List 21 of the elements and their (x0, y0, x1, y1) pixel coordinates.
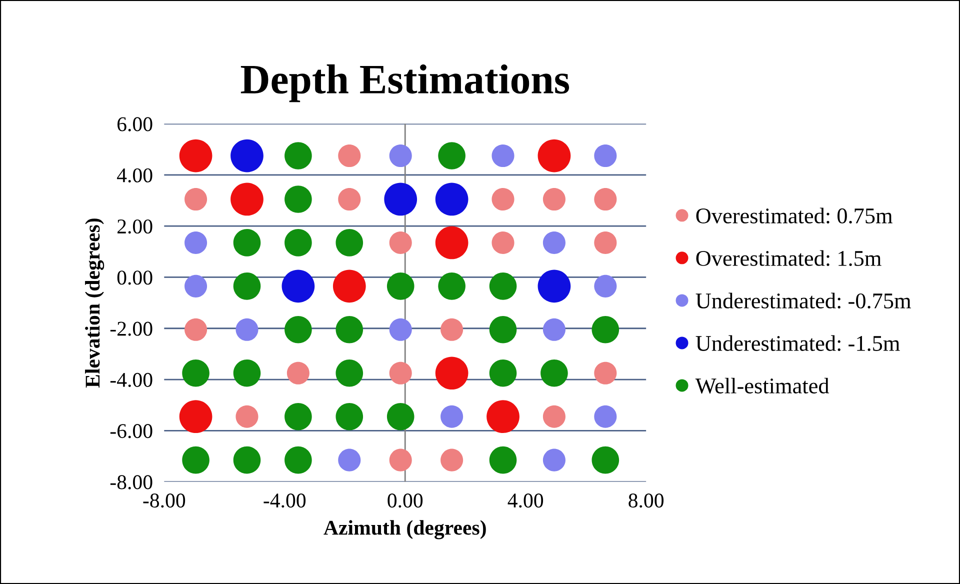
legend-label: Well-estimated (695, 378, 830, 394)
y-tick-label: -6.00 (110, 424, 152, 438)
x-tick-label: 0.00 (388, 494, 423, 508)
chart-title: Depth Estimations (240, 64, 570, 102)
x-axis-title: Azimuth (degrees) (324, 520, 486, 540)
y-tick-label: -4.00 (110, 372, 152, 388)
legend-label: Overestimated: 1.5m (696, 250, 882, 266)
y-tick-label: 6.00 (117, 117, 152, 132)
y-tick-label: 0.00 (117, 270, 152, 285)
legend-label: Underestimated: -1.5m (696, 335, 900, 352)
legend-label: Overestimated: 0.75m (696, 208, 892, 224)
y-tick-label: -8.00 (110, 475, 152, 490)
y-tick-label: 4.00 (116, 168, 152, 182)
x-tick-label: 8.00 (628, 494, 664, 508)
y-tick-label: -2.00 (110, 322, 152, 336)
legend-label: Underestimated: -0.75m (696, 292, 911, 309)
y-tick-label: 2.00 (118, 219, 152, 234)
x-tick-label: -4.00 (264, 494, 306, 508)
x-tick-label: -8.00 (143, 494, 186, 508)
y-axis-title: Elevation (degrees) (85, 218, 104, 388)
x-tick-label: 4.00 (508, 494, 544, 508)
